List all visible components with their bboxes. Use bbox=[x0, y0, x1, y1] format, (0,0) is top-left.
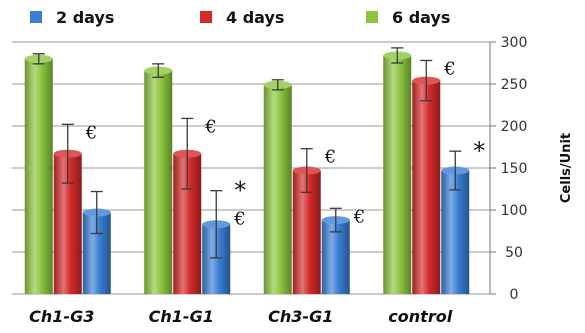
legend-swatch bbox=[200, 11, 212, 23]
bar-6-days-Ch1-G3 bbox=[24, 58, 53, 294]
y-tick-label: 150 bbox=[501, 161, 528, 177]
x-category-label: Ch1-G3 bbox=[29, 307, 94, 326]
y-tick-label: 100 bbox=[501, 203, 528, 219]
significance-euro: € bbox=[85, 122, 97, 143]
significance-euro: € bbox=[324, 147, 336, 168]
significance-euro: € bbox=[233, 209, 245, 230]
significance-euro: € bbox=[443, 58, 455, 79]
y-tick-label: 200 bbox=[501, 119, 528, 135]
x-category-label: control bbox=[388, 307, 452, 326]
y-tick-label: 250 bbox=[501, 77, 528, 93]
significance-euro: € bbox=[204, 116, 216, 137]
legend-label: 4 days bbox=[226, 8, 284, 27]
y-tick-label: 300 bbox=[501, 35, 528, 51]
significance-euro: € bbox=[353, 206, 365, 227]
y-tick-label: 50 bbox=[505, 245, 523, 261]
y-axis-label: Cells/Unit bbox=[559, 133, 574, 203]
legend-swatch bbox=[366, 11, 378, 23]
bar-6-days-Ch3-G1 bbox=[263, 84, 292, 294]
bar-6-days-control bbox=[383, 55, 412, 294]
significance-star: * bbox=[234, 177, 246, 205]
bar-2-days-control bbox=[441, 170, 470, 294]
bar-4-days-control bbox=[412, 80, 441, 294]
legend-swatch bbox=[30, 11, 42, 23]
legend-label: 6 days bbox=[392, 8, 450, 27]
x-category-label: Ch3-G1 bbox=[268, 307, 333, 326]
x-category-label: Ch1-G1 bbox=[149, 307, 214, 326]
significance-star: * bbox=[473, 137, 485, 165]
bar-6-days-Ch1-G1 bbox=[144, 70, 173, 294]
legend-label: 2 days bbox=[56, 8, 114, 27]
y-tick-label: 0 bbox=[510, 287, 519, 303]
